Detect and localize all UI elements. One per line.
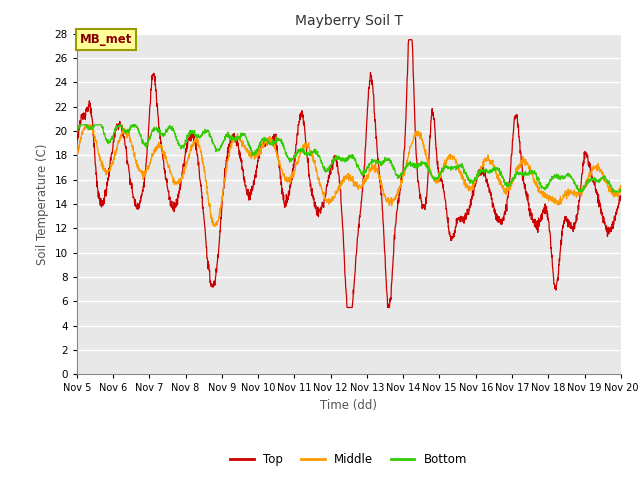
Title: Mayberry Soil T: Mayberry Soil T xyxy=(295,14,403,28)
Y-axis label: Soil Temperature (C): Soil Temperature (C) xyxy=(36,143,49,265)
Legend: Top, Middle, Bottom: Top, Middle, Bottom xyxy=(225,448,472,471)
Text: MB_met: MB_met xyxy=(80,33,132,47)
X-axis label: Time (dd): Time (dd) xyxy=(320,399,378,412)
